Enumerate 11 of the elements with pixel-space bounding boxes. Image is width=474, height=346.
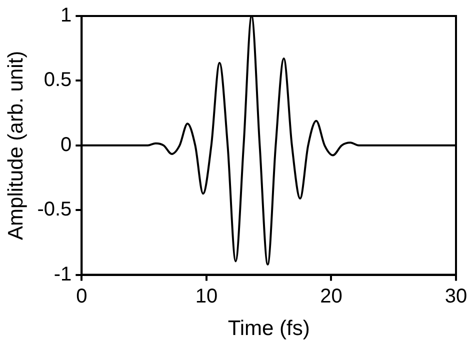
y-tick-label: 0 [60, 134, 72, 156]
y-tick-label: -1 [54, 263, 72, 286]
x-tick-label: 0 [76, 285, 88, 308]
x-tick-label: 10 [195, 285, 218, 308]
y-tick-label: 0.5 [44, 69, 72, 92]
y-tick-label: -0.5 [37, 198, 72, 221]
x-tick-label: 20 [320, 285, 342, 308]
y-tick-label: 1 [60, 4, 72, 27]
x-tick-label: 30 [444, 285, 468, 308]
y-axis-title: Amplitude (arb. unit) [4, 50, 28, 240]
x-axis-title: Time (fs) [228, 317, 310, 340]
